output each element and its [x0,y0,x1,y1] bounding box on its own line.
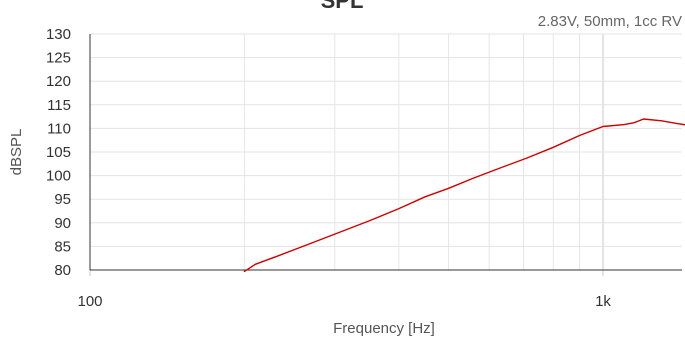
y-tick-label: 125 [46,50,71,67]
major-gridlines [89,33,682,276]
spl-series-line [243,118,685,273]
x-tick-label: 1k [595,293,611,310]
x-tick-label: 100 [77,293,102,310]
y-tick-label: 100 [46,168,71,185]
y-tick-labels: 80 85 90 95 100 105 110 115 120 125 130 [46,26,71,279]
chart-title: SPL [321,0,364,13]
y-tick-label: 90 [54,215,71,232]
x-axis-label: Frequency [Hz] [333,320,435,337]
y-tick-label: 110 [47,120,71,137]
y-tick-label: 95 [54,191,71,208]
x-tick-labels: 1001k10k [77,293,611,310]
y-tick-label: 80 [54,262,71,279]
y-axis-label: dBSPL [8,129,25,176]
y-tick-label: 85 [54,238,71,255]
y-tick-label: 130 [46,26,71,43]
series-group [243,118,685,273]
y-tick-label: 115 [47,97,71,114]
chart-subtitle: 2.83V, 50mm, 1cc RV [538,13,682,30]
y-tick-label: 105 [46,144,71,161]
axes [89,34,682,271]
y-tick-label: 120 [46,73,71,90]
